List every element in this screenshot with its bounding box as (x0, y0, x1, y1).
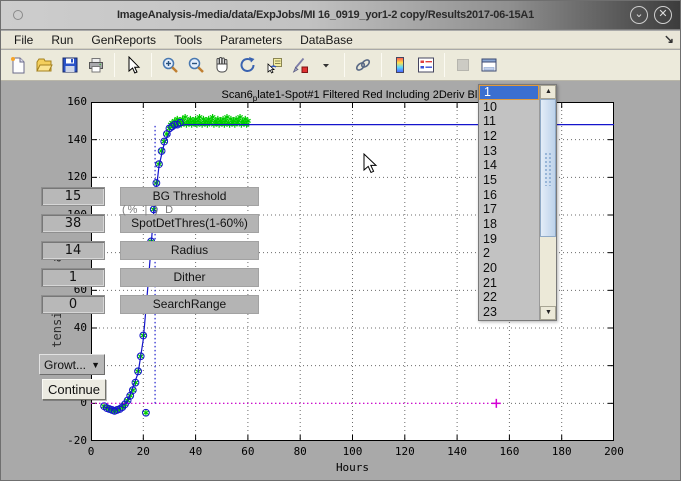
close-window-button[interactable]: ✕ (654, 6, 672, 24)
save-icon[interactable] (58, 53, 82, 77)
x-tick-label: 180 (551, 445, 572, 458)
open-folder-icon[interactable] (32, 53, 56, 77)
listbox-item-18[interactable]: 18 (483, 217, 497, 232)
listbox-item-14[interactable]: 14 (483, 158, 497, 173)
listbox-item-21[interactable]: 21 (483, 275, 497, 290)
listbox-item-2[interactable]: 2 (483, 246, 490, 261)
x-tick-label: 160 (499, 445, 520, 458)
toolbar-separator (151, 53, 152, 77)
menu-file[interactable]: File (14, 32, 34, 47)
listbox-items: 1 10 11 12 13 14 15 16 17 18 19 2 20 21 22 23 (479, 85, 540, 320)
toolbar (1, 50, 680, 81)
figure-canvas: Scan6plate1-Spot#1 Filtered Red Includin… (1, 81, 680, 480)
x-tick-label: 100 (342, 445, 363, 458)
listbox-item-19[interactable]: 19 (483, 231, 497, 246)
window-buttons: ⌄ ✕ (630, 6, 672, 24)
x-tick-label: 60 (241, 445, 255, 458)
dither-label: Dither (120, 268, 259, 287)
titlebar[interactable]: ImageAnalysis-/media/data/ExpJobs/MI 16_… (1, 1, 680, 30)
y-tick-label: 160 (67, 95, 87, 108)
listbox-scrollbar[interactable]: ▲ ▼ (539, 85, 557, 320)
scroll-up-button[interactable]: ▲ (540, 85, 557, 99)
colorbar-icon[interactable] (388, 53, 412, 77)
toolbar-separator (444, 53, 445, 77)
bg-threshold-input[interactable] (41, 187, 105, 206)
listbox-item-16[interactable]: 16 (483, 187, 497, 202)
x-tick-label: 200 (604, 445, 624, 458)
menu-parameters[interactable]: Parameters (220, 32, 283, 47)
toolbar-separator (114, 53, 115, 77)
chevron-down-icon: ▼ (91, 359, 100, 370)
window-menu-icon[interactable] (13, 10, 23, 20)
hide-plot-tools-icon (451, 53, 475, 77)
growth-dropdown[interactable]: Growt... ▼ (39, 354, 105, 375)
continue-button[interactable]: Continue (42, 379, 106, 400)
x-tick-label: 80 (293, 445, 307, 458)
scroll-down-button[interactable]: ▼ (540, 306, 557, 320)
toolbar-separator (344, 53, 345, 77)
dock-arrow-icon[interactable]: ↘ (663, 32, 674, 46)
new-file-icon[interactable] (6, 53, 30, 77)
menu-run[interactable]: Run (51, 32, 74, 47)
listbox-item-10[interactable]: 10 (483, 99, 497, 114)
radius-label: Radius (120, 241, 259, 260)
dock-figure-icon[interactable] (477, 53, 501, 77)
radius-input[interactable] (41, 241, 105, 260)
x-tick-label: 40 (188, 445, 203, 458)
listbox-item-15[interactable]: 15 (483, 173, 497, 188)
search-range-label: SearchRange (120, 295, 259, 314)
menu-database[interactable]: DataBase (300, 32, 353, 47)
dither-input[interactable] (41, 268, 105, 287)
listbox-item-12[interactable]: 12 (483, 129, 497, 144)
rotate-3d-icon[interactable] (236, 53, 260, 77)
brush-icon[interactable] (288, 53, 312, 77)
x-tick-label: 20 (136, 445, 150, 458)
listbox-item-20[interactable]: 20 (483, 261, 497, 276)
data-cursor-icon[interactable] (262, 53, 286, 77)
spot-det-thres-input[interactable] (41, 214, 105, 233)
menu-genreports[interactable]: GenReports (91, 32, 157, 47)
listbox-item-1[interactable]: 1 (479, 85, 540, 100)
legend-icon[interactable] (414, 53, 438, 77)
menu-tools[interactable]: Tools (174, 32, 203, 47)
menubar: File Run GenReports Tools Parameters DataBase (1, 31, 680, 49)
plot-title: Scan6plate1-Spot#1 Filtered Red Includin… (221, 89, 484, 104)
x-tick-label: 120 (394, 445, 415, 458)
listbox-item-11[interactable]: 11 (483, 114, 496, 129)
x-axis-label: Hours (335, 461, 370, 474)
spot-det-thres-label: SpotDetThres(1-60%) (120, 214, 259, 233)
toolbar-separator (381, 53, 382, 77)
y-tick-label: 40 (73, 321, 87, 334)
brush-dropdown-caret[interactable] (314, 53, 338, 77)
listbox-item-22[interactable]: 22 (483, 290, 497, 305)
bg-threshold-label: BG Threshold (120, 187, 259, 206)
window-title: ImageAnalysis-/media/data/ExpJobs/MI 16_… (116, 9, 535, 21)
y-tick-label: 140 (67, 132, 87, 146)
shade-window-button[interactable]: ⌄ (630, 6, 648, 24)
spot-number-listbox: 1 10 11 12 13 14 15 16 17 18 19 2 20 21 22 23 ▲ ▼ (478, 84, 557, 321)
y-tick-label: -20 (67, 434, 87, 447)
link-plots-icon[interactable] (351, 53, 375, 77)
zoom-out-icon[interactable] (184, 53, 208, 77)
search-range-input[interactable] (41, 295, 105, 314)
zoom-in-icon[interactable] (158, 53, 182, 77)
listbox-item-17[interactable]: 17 (483, 202, 497, 217)
pan-hand-icon[interactable] (210, 53, 234, 77)
x-tick-label: 0 (87, 445, 95, 458)
x-tick-label: 140 (447, 445, 468, 458)
bg-threshold-subtext: (% | ) D (122, 204, 176, 216)
y-tick-label: 0 (80, 396, 87, 410)
print-icon[interactable] (84, 53, 108, 77)
scrollbar-thumb[interactable] (540, 99, 557, 237)
y-tick-label: 120 (67, 170, 87, 184)
listbox-item-13[interactable]: 13 (483, 143, 497, 158)
listbox-item-23[interactable]: 23 (483, 305, 497, 320)
cursor-arrow-icon[interactable] (121, 53, 145, 77)
